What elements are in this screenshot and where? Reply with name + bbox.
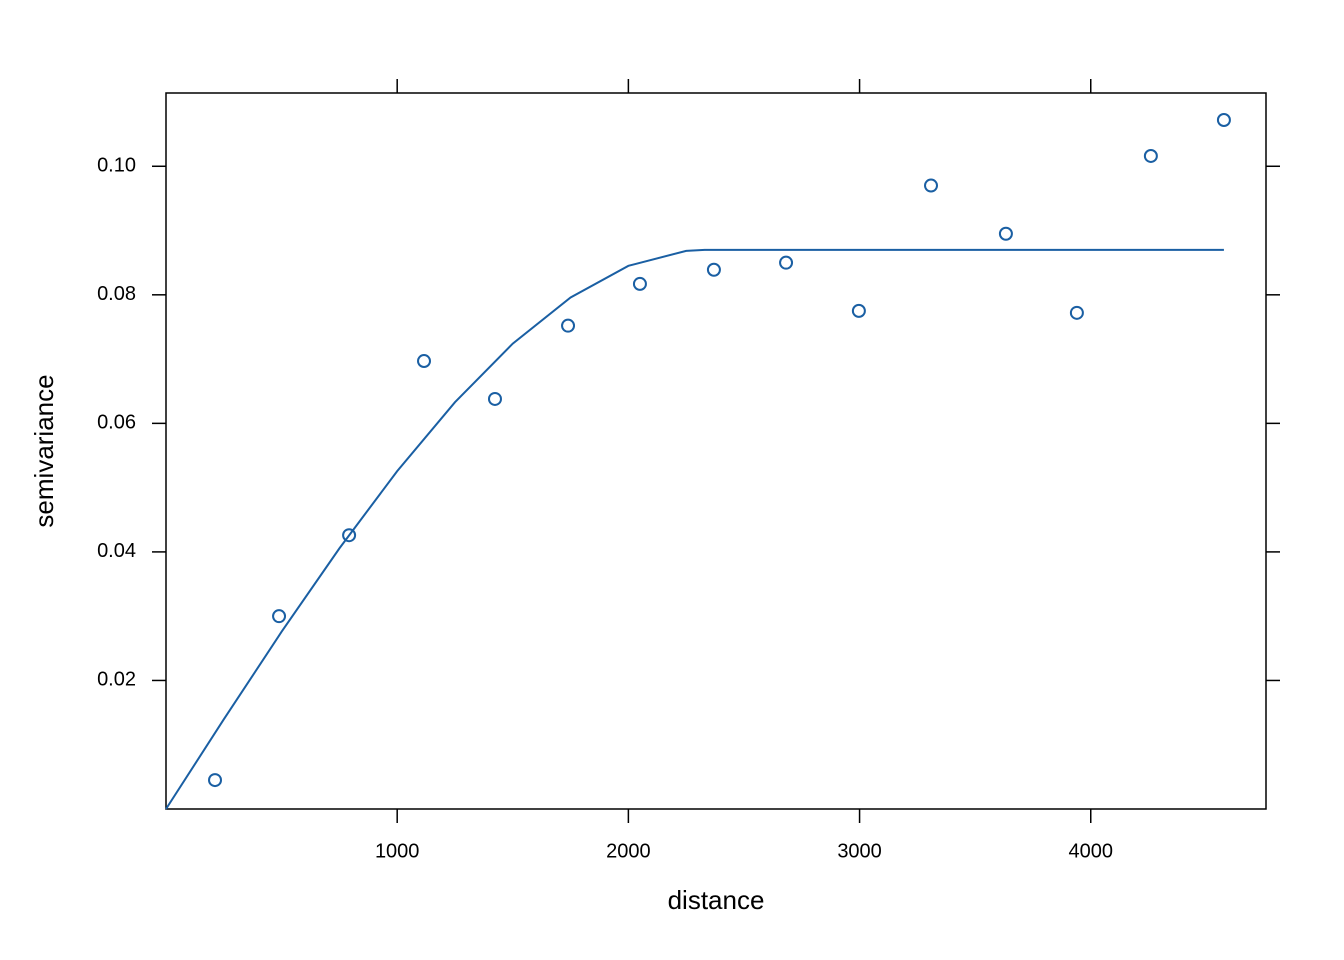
data-point (924, 178, 939, 193)
y-tick-label: 0.06 (97, 412, 136, 434)
data-point (779, 255, 794, 270)
data-point (1069, 305, 1084, 320)
plot-frame (165, 92, 1267, 810)
x-tick-label: 4000 (1069, 840, 1114, 862)
fit-line (165, 248, 1224, 810)
data-point (1216, 112, 1231, 127)
y-tick-label: 0.02 (97, 669, 136, 691)
data-point (632, 276, 647, 291)
data-point (998, 226, 1013, 241)
data-point (272, 609, 287, 624)
x-tick-label: 1000 (375, 840, 420, 862)
x-tick-label: 2000 (606, 840, 651, 862)
y-tick-label: 0.04 (97, 540, 136, 562)
x-tick-label: 3000 (837, 840, 882, 862)
data-point (487, 391, 502, 406)
x-axis-title: distance (668, 885, 765, 915)
y-tick-label: 0.10 (97, 155, 136, 177)
data-point (851, 303, 866, 318)
data-point (1143, 148, 1158, 163)
data-point (342, 528, 357, 543)
data-point (561, 318, 576, 333)
data-point (208, 773, 223, 788)
data-point (417, 354, 432, 369)
data-point (706, 262, 721, 277)
y-tick-label: 0.08 (97, 283, 136, 305)
y-axis-title: semivariance (29, 374, 59, 527)
